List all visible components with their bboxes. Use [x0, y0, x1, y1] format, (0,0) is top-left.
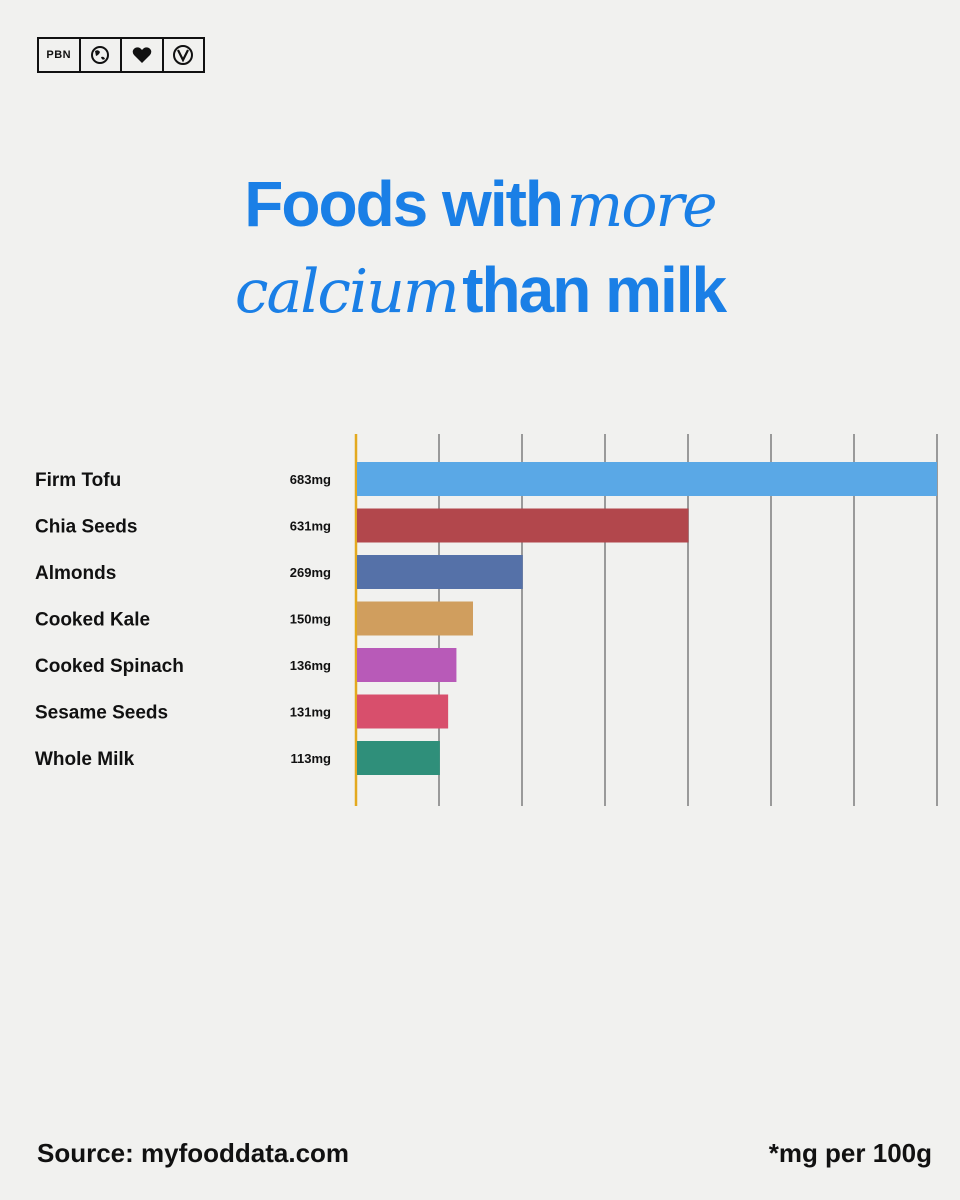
- bar-2: [357, 555, 523, 589]
- value-label-5: 131mg: [290, 705, 331, 720]
- category-label-3: Cooked Kale: [35, 610, 150, 631]
- bar-5: [357, 694, 449, 729]
- value-label-1: 631mg: [290, 519, 331, 534]
- bar-4: [357, 648, 457, 682]
- pbn-logo: PBN: [39, 39, 81, 71]
- title-line-2: calcium than milk: [0, 256, 960, 342]
- value-label-3: 150mg: [290, 612, 331, 627]
- category-label-4: Cooked Spinach: [35, 656, 184, 677]
- category-label-5: Sesame Seeds: [35, 703, 168, 724]
- bar-0: [357, 462, 937, 496]
- chart-title: Foods with more calcium than milk: [0, 170, 960, 342]
- value-label-2: 269mg: [290, 565, 331, 580]
- globe-icon: [81, 39, 122, 71]
- category-label-2: Almonds: [35, 563, 116, 584]
- title-part-3: calcium: [234, 257, 460, 327]
- value-label-0: 683mg: [290, 472, 331, 487]
- title-part-1: Foods with: [244, 168, 564, 240]
- bar-1: [357, 508, 689, 543]
- category-label-6: Whole Milk: [35, 749, 135, 770]
- title-line-1: Foods with more: [0, 170, 960, 256]
- unit-note: *mg per 100g: [768, 1138, 932, 1168]
- category-label-0: Firm Tofu: [35, 470, 121, 491]
- bar-3: [357, 601, 473, 636]
- bar-6: [357, 741, 440, 775]
- value-label-4: 136mg: [290, 658, 331, 673]
- value-label-6: 113mg: [291, 751, 332, 766]
- title-part-2: more: [566, 171, 717, 241]
- brand-logo-strip: PBN: [37, 37, 205, 73]
- vegan-v-icon: [164, 39, 204, 71]
- category-label-1: Chia Seeds: [35, 517, 137, 538]
- title-part-4: than milk: [462, 254, 727, 326]
- heart-icon: [122, 39, 164, 71]
- source-note: Source: myfooddata.com: [37, 1138, 350, 1168]
